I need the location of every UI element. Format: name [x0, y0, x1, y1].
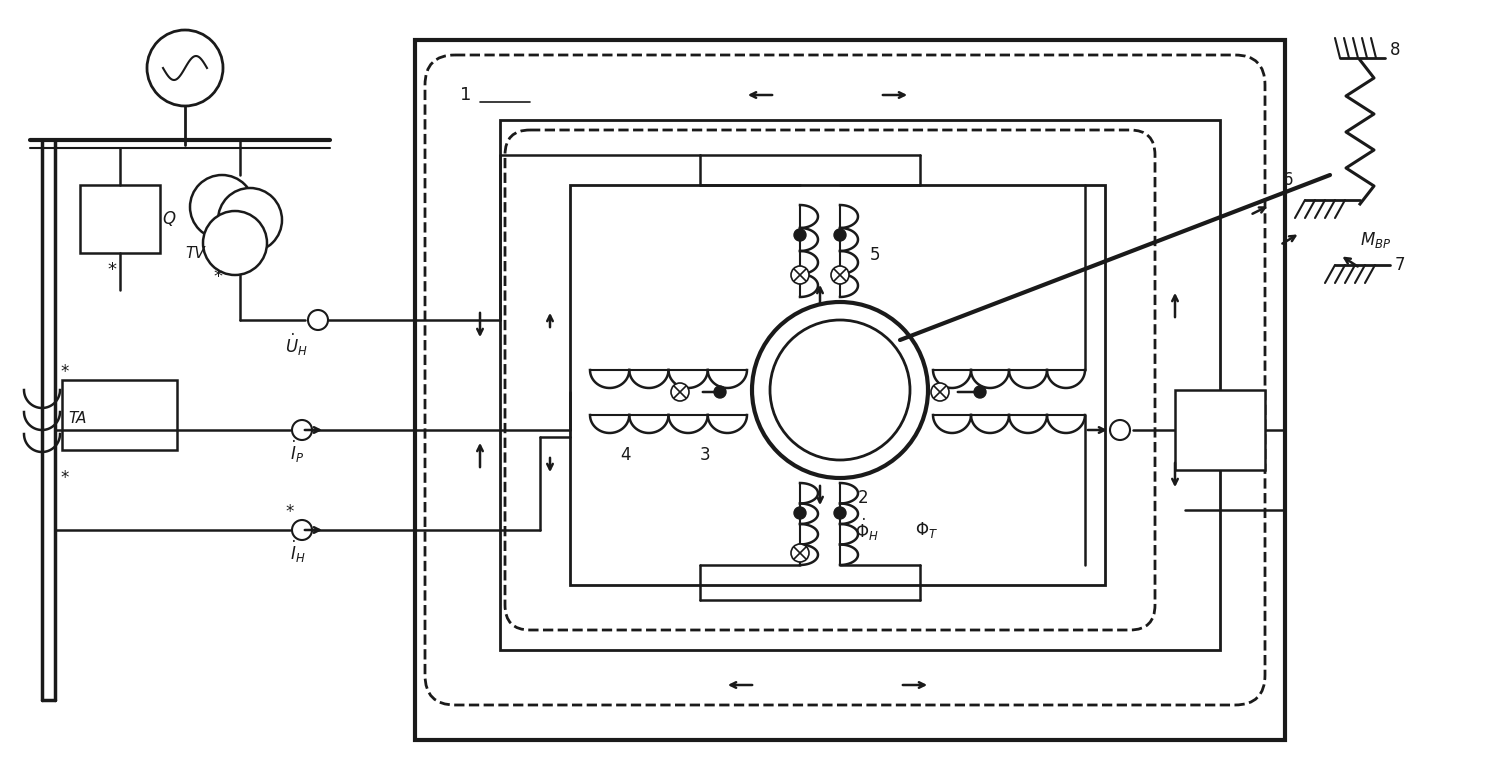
Bar [80, 185, 160, 253]
Circle shape [792, 544, 810, 562]
Text: *: * [214, 268, 223, 286]
Circle shape [932, 383, 950, 401]
Circle shape [795, 229, 807, 241]
Text: 7: 7 [1395, 256, 1406, 274]
Text: 4: 4 [620, 446, 631, 464]
Text: TA: TA [68, 411, 86, 425]
Bar [62, 380, 178, 450]
Circle shape [974, 386, 986, 398]
Bar [415, 40, 1285, 740]
Circle shape [147, 30, 223, 106]
Text: $\dot{\Phi}_H$: $\dot{\Phi}_H$ [855, 517, 879, 543]
Text: *: * [60, 363, 69, 381]
Circle shape [309, 310, 328, 330]
Circle shape [203, 211, 266, 275]
Text: $\dot{I}_H$: $\dot{I}_H$ [290, 539, 306, 565]
Text: *: * [60, 469, 69, 487]
Text: *: * [107, 261, 116, 279]
Circle shape [218, 188, 281, 252]
Circle shape [831, 266, 849, 284]
Text: $\dot{I}_P$: $\dot{I}_P$ [290, 439, 304, 465]
Bar [1175, 390, 1266, 470]
Circle shape [292, 520, 312, 540]
Text: Q: Q [163, 210, 175, 228]
Circle shape [834, 229, 846, 241]
Circle shape [795, 507, 807, 519]
Text: $M_{\mathit{BP}}$: $M_{\mathit{BP}}$ [1361, 230, 1391, 250]
Text: $\Phi_T$: $\Phi_T$ [915, 520, 938, 540]
Circle shape [792, 266, 810, 284]
Text: 1: 1 [461, 86, 471, 104]
Circle shape [190, 175, 254, 239]
Circle shape [292, 420, 312, 440]
Text: $\dot{U}_H$: $\dot{U}_H$ [284, 332, 309, 358]
Text: 3: 3 [700, 446, 710, 464]
Circle shape [671, 383, 689, 401]
Text: 2: 2 [858, 489, 868, 507]
Circle shape [834, 507, 846, 519]
Circle shape [752, 302, 929, 478]
Circle shape [771, 320, 911, 460]
Text: *: * [286, 503, 293, 521]
Bar [570, 185, 1105, 585]
Text: TV: TV [185, 245, 205, 261]
Text: 8: 8 [1391, 41, 1401, 59]
Bar [500, 120, 1221, 650]
Text: 6: 6 [1282, 171, 1293, 189]
Text: 5: 5 [870, 246, 880, 264]
Circle shape [713, 386, 725, 398]
Circle shape [1111, 420, 1130, 440]
